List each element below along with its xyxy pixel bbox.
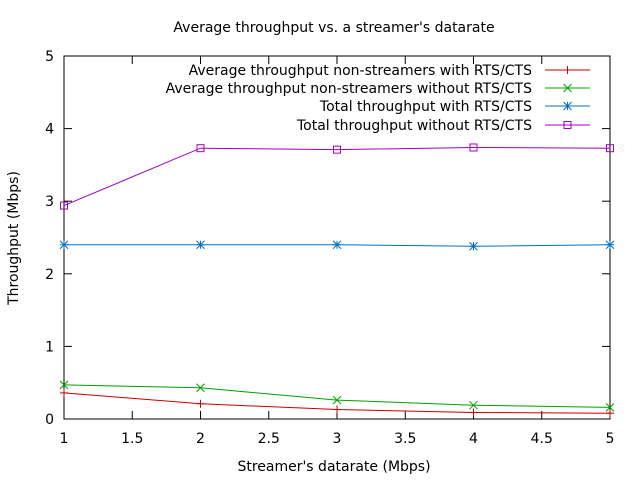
legend-label: Average throughput non-streamers with RT… <box>189 63 533 79</box>
y-tick-label: 2 <box>45 267 54 283</box>
x-tick-label: 3.5 <box>394 431 416 447</box>
x-tick-label: 1 <box>60 431 69 447</box>
series-layer <box>59 143 615 418</box>
data-point <box>333 145 341 154</box>
legend-label: Total throughput without RTS/CTS <box>296 118 532 134</box>
chart-title: Average throughput vs. a streamer's data… <box>173 20 494 36</box>
legend-entry: Total throughput with RTS/CTS <box>319 99 590 115</box>
data-point <box>469 241 478 251</box>
data-point <box>469 143 478 152</box>
x-tick-label: 1.5 <box>121 431 143 447</box>
series-line <box>63 146 611 207</box>
data-point <box>196 144 205 153</box>
data-point <box>605 403 615 412</box>
data-point <box>196 383 205 393</box>
data-point <box>59 380 69 390</box>
data-point <box>332 240 342 250</box>
legend-entry: Average throughput non-streamers with RT… <box>189 63 590 79</box>
legend-label: Total throughput with RTS/CTS <box>319 99 532 115</box>
data-point <box>333 405 341 414</box>
data-point <box>59 240 69 250</box>
legend-marker <box>563 101 572 111</box>
data-point <box>196 399 205 408</box>
series-1 <box>60 388 614 418</box>
legend-label: Average throughput non-streamers without… <box>166 81 532 97</box>
x-tick-label: 3 <box>333 431 342 447</box>
series-3 <box>59 240 615 251</box>
y-tick-label: 5 <box>45 49 54 65</box>
legend-marker <box>563 121 572 129</box>
data-point <box>606 144 614 153</box>
data-point <box>332 395 342 405</box>
y-tick-label: 3 <box>45 194 54 210</box>
y-axis-label: Throughput (Mbps) <box>6 171 22 306</box>
x-axis-label: Streamer's datarate (Mbps) <box>237 459 430 475</box>
legend-entry: Total throughput without RTS/CTS <box>296 118 590 134</box>
data-point <box>196 240 205 250</box>
x-tick-label: 5 <box>606 431 615 447</box>
y-tick-label: 0 <box>45 412 54 428</box>
y-tick-label: 1 <box>45 339 54 355</box>
legend-marker <box>563 83 572 93</box>
series-line <box>63 384 611 408</box>
data-point <box>469 400 478 410</box>
series-2 <box>59 380 615 412</box>
legend-marker <box>563 66 572 74</box>
x-tick-label: 4 <box>469 431 478 447</box>
data-point <box>60 201 68 210</box>
legend-entry: Average throughput non-streamers without… <box>166 81 590 97</box>
legend: Average throughput non-streamers with RT… <box>166 63 590 134</box>
x-tick-label: 2.5 <box>258 431 280 447</box>
data-point <box>606 409 614 418</box>
y-tick-label: 4 <box>45 122 54 138</box>
x-tick-label: 4.5 <box>531 431 553 447</box>
x-tick-label: 2 <box>196 431 205 447</box>
data-point <box>605 240 615 250</box>
data-point <box>60 388 68 397</box>
series-4 <box>60 143 614 210</box>
data-point <box>469 408 478 417</box>
